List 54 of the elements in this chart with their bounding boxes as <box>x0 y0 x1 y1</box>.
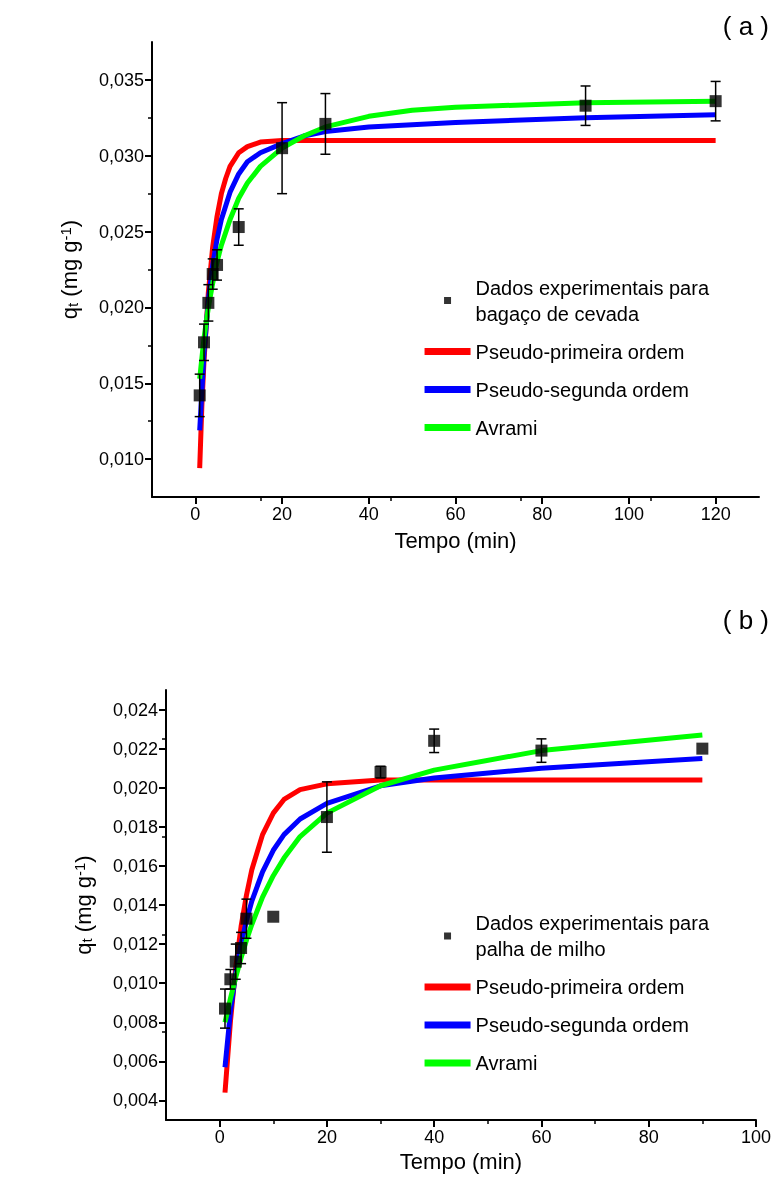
y-tick-label: 0,020 <box>98 297 144 318</box>
point <box>240 912 253 925</box>
y-tick-label: 0,016 <box>112 855 158 876</box>
legend-label: Pseudo-segunda ordem <box>475 378 690 401</box>
point <box>696 742 709 755</box>
y-tick-label: 0,025 <box>98 221 144 242</box>
legend-label: Dados experimentais para bagaço de cevada <box>475 276 710 325</box>
x-tick-label: 60 <box>531 1127 552 1147</box>
legend-label: Avrami <box>475 416 538 439</box>
legend-label: Pseudo-primeira ordem <box>475 976 685 998</box>
x-tick-label: 20 <box>316 1127 337 1147</box>
point <box>535 744 548 757</box>
x-tick-label: 20 <box>272 504 293 524</box>
x-tick-label: 40 <box>358 504 379 524</box>
x-tick-label: 100 <box>740 1127 772 1147</box>
y-axis-title: qt (mg g-1) <box>56 219 82 320</box>
point <box>202 296 215 309</box>
chart-title: ( a ) <box>722 11 770 41</box>
y-tick-label: 0,018 <box>112 816 158 837</box>
x-tick-label: 40 <box>424 1127 445 1147</box>
y-tick-label: 0,004 <box>112 1090 158 1111</box>
x-tick-label: 80 <box>532 504 553 524</box>
x-tick-label: 0 <box>190 504 201 524</box>
chart-title: ( b ) <box>722 605 770 635</box>
y-tick-label: 0,014 <box>112 895 158 915</box>
legend-label: Dados experimentais para palha de milho <box>475 912 710 960</box>
point <box>319 117 332 130</box>
point <box>267 910 280 923</box>
y-axis-title: qt (mg g-1) <box>70 855 96 955</box>
y-tick-label: 0,020 <box>112 777 158 798</box>
point <box>232 221 245 234</box>
x-tick-label: 60 <box>445 504 466 524</box>
point <box>579 99 592 112</box>
y-tick-label: 0,024 <box>112 699 158 720</box>
y-tick-label: 0,015 <box>98 373 144 394</box>
x-tick-label: 0 <box>214 1127 225 1147</box>
x-axis-title: Tempo (min) <box>399 1149 523 1175</box>
y-tick-label: 0,022 <box>112 738 158 759</box>
x-tick-label: 80 <box>638 1127 659 1147</box>
y-tick-label: 0,030 <box>98 145 144 166</box>
point <box>193 389 206 402</box>
y-tick-label: 0,008 <box>112 1012 158 1033</box>
y-tick-label: 0,010 <box>98 449 144 470</box>
x-tick-label: 120 <box>700 504 731 524</box>
y-tick-label: 0,035 <box>98 69 144 90</box>
x-tick-label: 100 <box>613 504 644 524</box>
legend-label: Pseudo-segunda ordem <box>475 1014 690 1036</box>
x-axis-title: Tempo (min) <box>394 527 517 553</box>
y-tick-label: 0,010 <box>112 973 158 994</box>
y-tick-label: 0,012 <box>112 934 158 955</box>
point <box>709 95 722 108</box>
legend-label: Pseudo-primeira ordem <box>475 340 685 363</box>
legend-label: Avrami <box>475 1052 538 1074</box>
y-tick-label: 0,006 <box>112 1051 158 1072</box>
